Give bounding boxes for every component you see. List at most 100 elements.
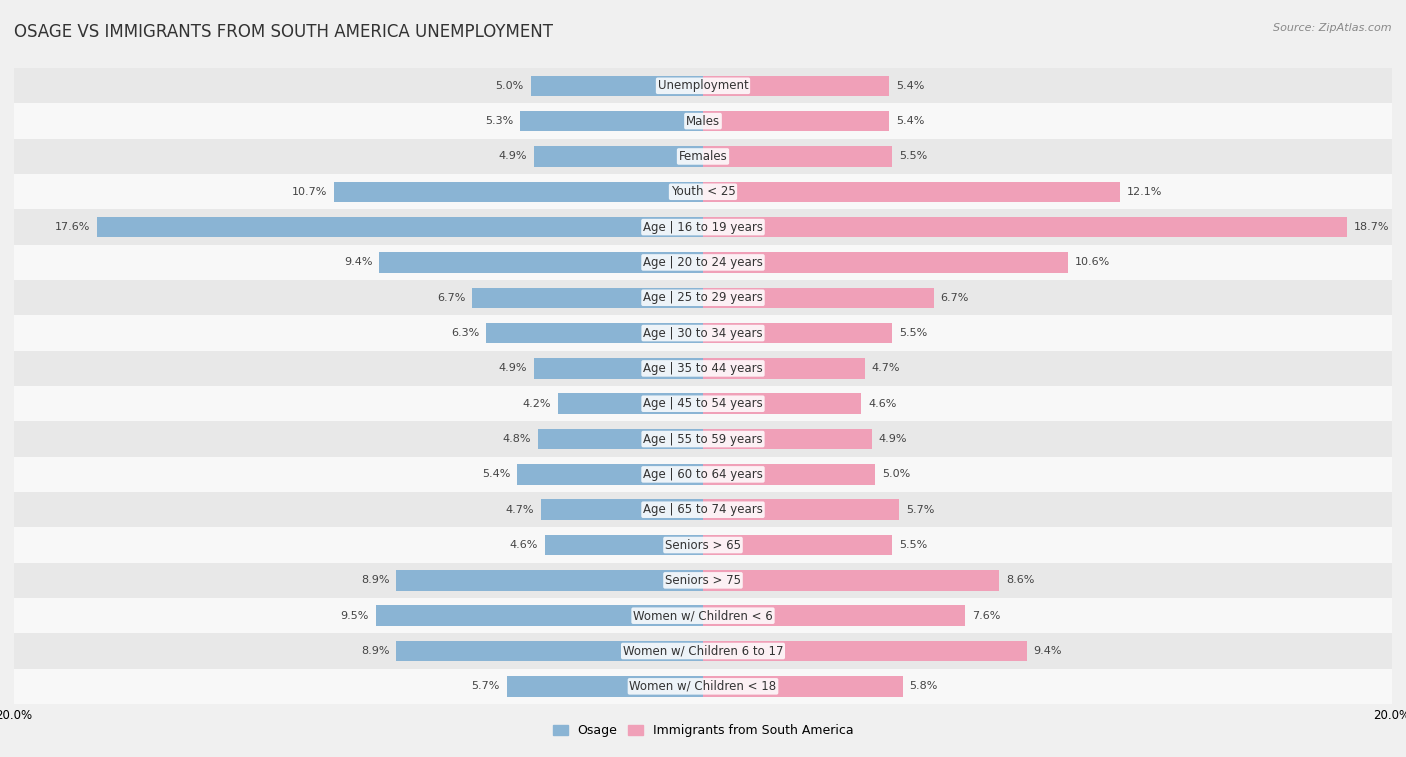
Text: Women w/ Children < 6: Women w/ Children < 6	[633, 609, 773, 622]
Bar	[520, 111, 703, 132]
Bar	[703, 464, 875, 484]
Bar	[472, 288, 703, 308]
Bar	[703, 288, 934, 308]
Bar	[534, 146, 703, 167]
Text: Seniors > 65: Seniors > 65	[665, 538, 741, 552]
Text: Age | 35 to 44 years: Age | 35 to 44 years	[643, 362, 763, 375]
Text: 5.4%: 5.4%	[482, 469, 510, 479]
Bar	[703, 394, 862, 414]
Bar	[14, 245, 1392, 280]
Text: 6.7%: 6.7%	[941, 293, 969, 303]
Bar	[703, 428, 872, 450]
Text: 17.6%: 17.6%	[55, 222, 90, 232]
Text: 10.6%: 10.6%	[1076, 257, 1111, 267]
Bar	[14, 386, 1392, 422]
Bar	[534, 358, 703, 378]
Bar	[703, 182, 1119, 202]
Text: Age | 25 to 29 years: Age | 25 to 29 years	[643, 291, 763, 304]
Text: 5.0%: 5.0%	[882, 469, 910, 479]
Bar	[541, 500, 703, 520]
Bar	[380, 252, 703, 273]
Text: Age | 65 to 74 years: Age | 65 to 74 years	[643, 503, 763, 516]
Bar	[14, 350, 1392, 386]
Bar	[537, 428, 703, 450]
Text: 10.7%: 10.7%	[292, 187, 328, 197]
Bar	[703, 606, 965, 626]
Text: Women w/ Children < 18: Women w/ Children < 18	[630, 680, 776, 693]
Bar	[14, 492, 1392, 528]
Bar	[14, 174, 1392, 210]
Text: Seniors > 75: Seniors > 75	[665, 574, 741, 587]
Text: 4.9%: 4.9%	[499, 363, 527, 373]
Bar	[703, 676, 903, 696]
Bar	[531, 76, 703, 96]
Text: 8.6%: 8.6%	[1007, 575, 1035, 585]
Text: 4.8%: 4.8%	[502, 434, 531, 444]
Text: Males: Males	[686, 114, 720, 128]
Bar	[703, 570, 1000, 590]
Bar	[558, 394, 703, 414]
Bar	[375, 606, 703, 626]
Text: 4.6%: 4.6%	[869, 399, 897, 409]
Text: Women w/ Children 6 to 17: Women w/ Children 6 to 17	[623, 644, 783, 658]
Bar	[14, 668, 1392, 704]
Text: 5.4%: 5.4%	[896, 116, 924, 126]
Text: 5.5%: 5.5%	[900, 151, 928, 161]
Text: 4.2%: 4.2%	[523, 399, 551, 409]
Bar	[14, 210, 1392, 245]
Bar	[396, 570, 703, 590]
Bar	[703, 640, 1026, 662]
Text: 5.8%: 5.8%	[910, 681, 938, 691]
Bar	[14, 316, 1392, 350]
Text: 4.7%: 4.7%	[506, 505, 534, 515]
Bar	[14, 280, 1392, 316]
Text: 9.4%: 9.4%	[344, 257, 373, 267]
Bar	[506, 676, 703, 696]
Text: 8.9%: 8.9%	[361, 646, 389, 656]
Text: Age | 20 to 24 years: Age | 20 to 24 years	[643, 256, 763, 269]
Bar	[14, 634, 1392, 668]
Bar	[14, 598, 1392, 634]
Bar	[14, 528, 1392, 562]
Text: 7.6%: 7.6%	[972, 611, 1000, 621]
Text: 9.4%: 9.4%	[1033, 646, 1062, 656]
Text: 5.7%: 5.7%	[471, 681, 499, 691]
Bar	[14, 68, 1392, 104]
Text: Age | 55 to 59 years: Age | 55 to 59 years	[643, 432, 763, 446]
Bar	[14, 139, 1392, 174]
Text: 4.9%: 4.9%	[499, 151, 527, 161]
Bar	[544, 534, 703, 556]
Bar	[703, 76, 889, 96]
Text: Age | 30 to 34 years: Age | 30 to 34 years	[643, 326, 763, 340]
Text: Age | 45 to 54 years: Age | 45 to 54 years	[643, 397, 763, 410]
Text: 9.5%: 9.5%	[340, 611, 368, 621]
Bar	[486, 322, 703, 344]
Bar	[14, 422, 1392, 456]
Bar	[396, 640, 703, 662]
Bar	[703, 111, 889, 132]
Text: 18.7%: 18.7%	[1354, 222, 1389, 232]
Bar	[335, 182, 703, 202]
Text: 12.1%: 12.1%	[1126, 187, 1163, 197]
Text: 4.6%: 4.6%	[509, 540, 537, 550]
Bar	[703, 322, 893, 344]
Bar	[14, 104, 1392, 139]
Bar	[703, 217, 1347, 238]
Text: 6.3%: 6.3%	[451, 328, 479, 338]
Bar	[97, 217, 703, 238]
Bar	[703, 146, 893, 167]
Text: Age | 16 to 19 years: Age | 16 to 19 years	[643, 220, 763, 234]
Text: 4.7%: 4.7%	[872, 363, 900, 373]
Text: Source: ZipAtlas.com: Source: ZipAtlas.com	[1274, 23, 1392, 33]
Text: 8.9%: 8.9%	[361, 575, 389, 585]
Text: 5.5%: 5.5%	[900, 540, 928, 550]
Bar	[14, 456, 1392, 492]
Bar	[703, 358, 865, 378]
Text: 4.9%: 4.9%	[879, 434, 907, 444]
Text: Unemployment: Unemployment	[658, 79, 748, 92]
Bar	[703, 500, 900, 520]
Text: Youth < 25: Youth < 25	[671, 185, 735, 198]
Text: Age | 60 to 64 years: Age | 60 to 64 years	[643, 468, 763, 481]
Bar	[14, 562, 1392, 598]
Text: 5.4%: 5.4%	[896, 81, 924, 91]
